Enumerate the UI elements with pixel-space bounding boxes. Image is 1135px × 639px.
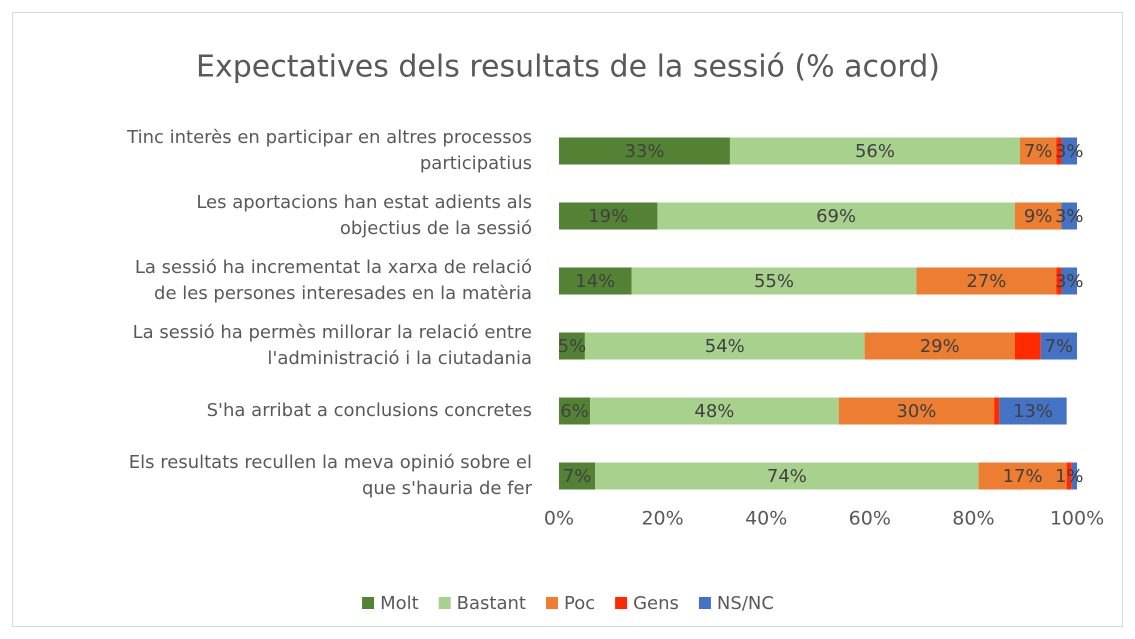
data-label: 5% xyxy=(558,336,587,357)
bar-segment xyxy=(631,267,917,295)
bar-segment xyxy=(978,462,1067,490)
bar-segment xyxy=(559,397,591,425)
data-label: 3% xyxy=(1055,271,1084,292)
bar-segment xyxy=(559,462,596,490)
chart-frame xyxy=(12,12,1123,627)
data-label: 56% xyxy=(855,141,895,162)
legend-label: Bastant xyxy=(457,593,526,614)
bar-segment xyxy=(1061,202,1077,230)
x-tick-label: 60% xyxy=(849,508,891,530)
bar-segment xyxy=(559,267,632,295)
category-label: Tinc interès en participar en altres pro… xyxy=(127,127,532,174)
data-label: 48% xyxy=(694,401,734,422)
chart-title: Expectatives dels resultats de la sessió… xyxy=(196,50,940,85)
data-label: 14% xyxy=(575,271,615,292)
data-label: 27% xyxy=(966,271,1006,292)
legend-swatch xyxy=(362,597,375,609)
bar-segment xyxy=(1056,137,1062,165)
bar-segment xyxy=(1061,137,1077,165)
legend-label: Poc xyxy=(564,593,595,614)
data-label: 7% xyxy=(563,466,592,487)
data-label: 30% xyxy=(896,401,936,422)
bar-segment xyxy=(1066,462,1072,490)
data-label: 3% xyxy=(1055,141,1084,162)
category-label: La sessió ha permès millorar la relació … xyxy=(132,322,532,369)
x-tick-label: 20% xyxy=(641,508,683,530)
legend-label: Molt xyxy=(380,593,419,614)
bar-segment xyxy=(1014,202,1062,230)
x-tick-label: 40% xyxy=(745,508,787,530)
data-label: 54% xyxy=(705,336,745,357)
category-label: Les aportacions han estat adients als ob… xyxy=(196,192,532,239)
category-label: S'ha arribat a conclusions concretes xyxy=(206,400,532,421)
data-label: 13% xyxy=(1013,401,1053,422)
bar-segment xyxy=(559,137,730,165)
legend-swatch xyxy=(698,597,711,609)
bar-segment xyxy=(729,137,1021,165)
data-label: 19% xyxy=(588,206,628,227)
bar-segment xyxy=(1061,267,1077,295)
data-label: 29% xyxy=(920,336,960,357)
data-label: 33% xyxy=(624,141,664,162)
bar-segment xyxy=(994,397,1000,425)
x-tick-label: 100% xyxy=(1050,508,1104,530)
bar-segment xyxy=(864,332,1015,360)
bar-segment xyxy=(999,397,1067,425)
bar-segment xyxy=(916,267,1057,295)
category-label: Els resultats recullen la meva opinió so… xyxy=(128,452,532,499)
bar-segment xyxy=(595,462,979,490)
legend-swatch xyxy=(615,597,628,609)
data-label: 9% xyxy=(1024,206,1053,227)
bar-segment xyxy=(584,332,865,360)
bar-segment xyxy=(559,202,658,230)
legend-swatch xyxy=(438,597,451,609)
data-label: 55% xyxy=(754,271,794,292)
bar-segment xyxy=(1071,462,1077,490)
legend-label: NS/NC xyxy=(717,593,774,614)
legend-swatch xyxy=(545,597,558,609)
bar-segment xyxy=(657,202,1015,230)
bar-segment xyxy=(590,397,839,425)
bar-segment xyxy=(1040,332,1077,360)
bar-segment xyxy=(1014,332,1041,360)
data-label: 7% xyxy=(1024,141,1053,162)
category-label: La sessió ha incrementat la xarxa de rel… xyxy=(134,257,532,304)
data-label: 74% xyxy=(767,466,807,487)
data-label: 17% xyxy=(1003,466,1043,487)
data-label: 6% xyxy=(560,401,589,422)
data-label: 1% xyxy=(1055,466,1084,487)
data-label: 7% xyxy=(1045,336,1074,357)
legend-label: Gens xyxy=(633,593,679,614)
x-tick-label: 80% xyxy=(952,508,994,530)
x-tick-label: 0% xyxy=(544,508,574,530)
bar-segment xyxy=(838,397,995,425)
bar-segment xyxy=(559,332,585,360)
data-label: 69% xyxy=(816,206,856,227)
bar-segment xyxy=(1020,137,1057,165)
bar-segment xyxy=(1056,267,1062,295)
data-label: 3% xyxy=(1055,206,1084,227)
